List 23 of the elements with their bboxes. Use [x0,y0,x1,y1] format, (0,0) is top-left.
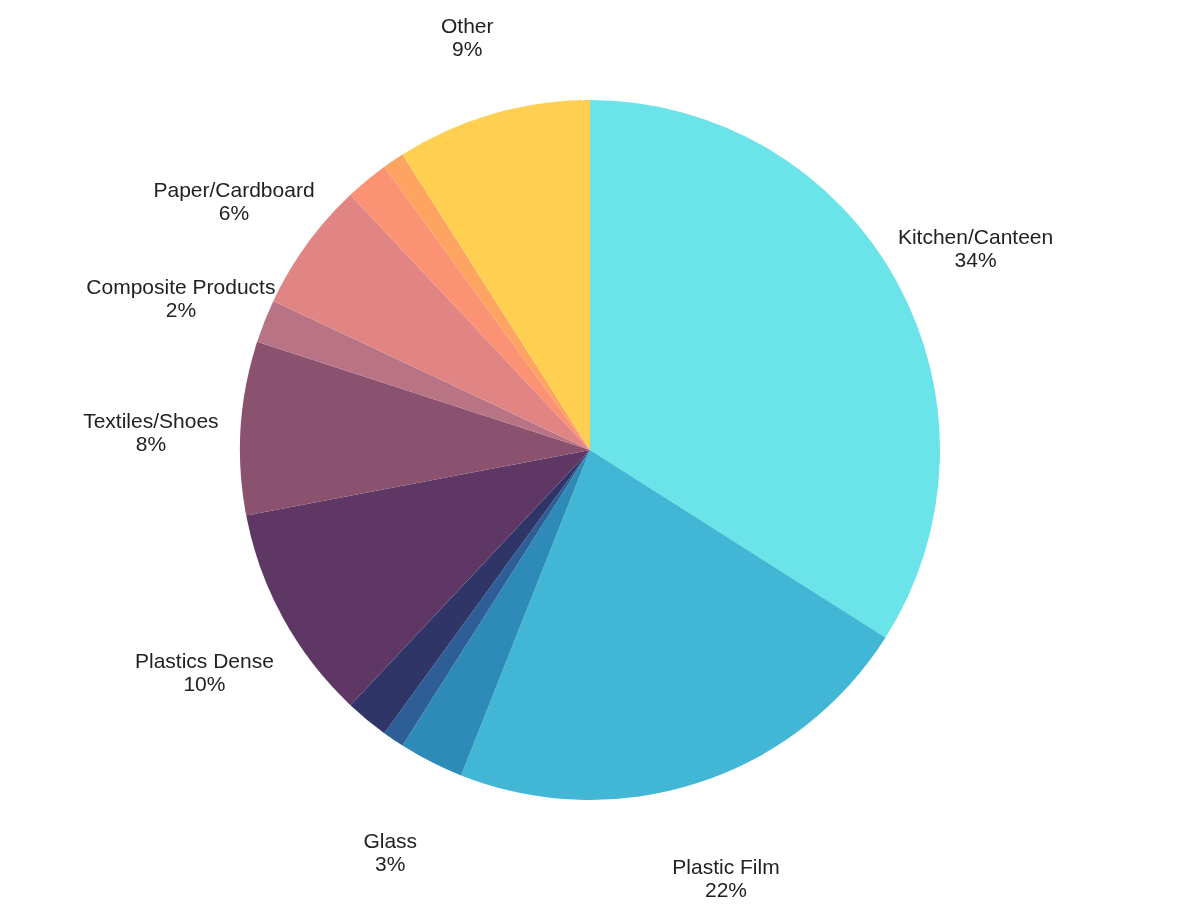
slice-label: Other [440,14,494,38]
data-label: 9% [452,37,483,61]
pie-slice [461,450,886,800]
slice-label: Paper/Cardboard [153,178,315,202]
pie-slice [384,154,590,450]
pie-slice [257,300,590,450]
data-label: 10% [183,671,226,695]
data-label: 2% [165,298,197,322]
data-label: 3% [375,852,406,876]
data-label: 8% [135,432,167,456]
slice-label: Glass [363,829,418,853]
data-label: 22% [704,878,747,902]
pie-slice [240,341,590,516]
slice-label: Plastics Dense [134,648,274,672]
pie-slice [402,100,590,450]
slice-label: Textiles/Shoes [83,409,219,433]
slice-label: Kitchen/Canteen [897,225,1054,249]
data-label: 6% [218,201,250,225]
pie-slice [402,450,590,776]
pie-slice [384,450,590,746]
slice-label: Composite Products [86,275,276,299]
data-label: 34% [954,248,997,272]
slice-label: Plastic Film [672,855,780,879]
